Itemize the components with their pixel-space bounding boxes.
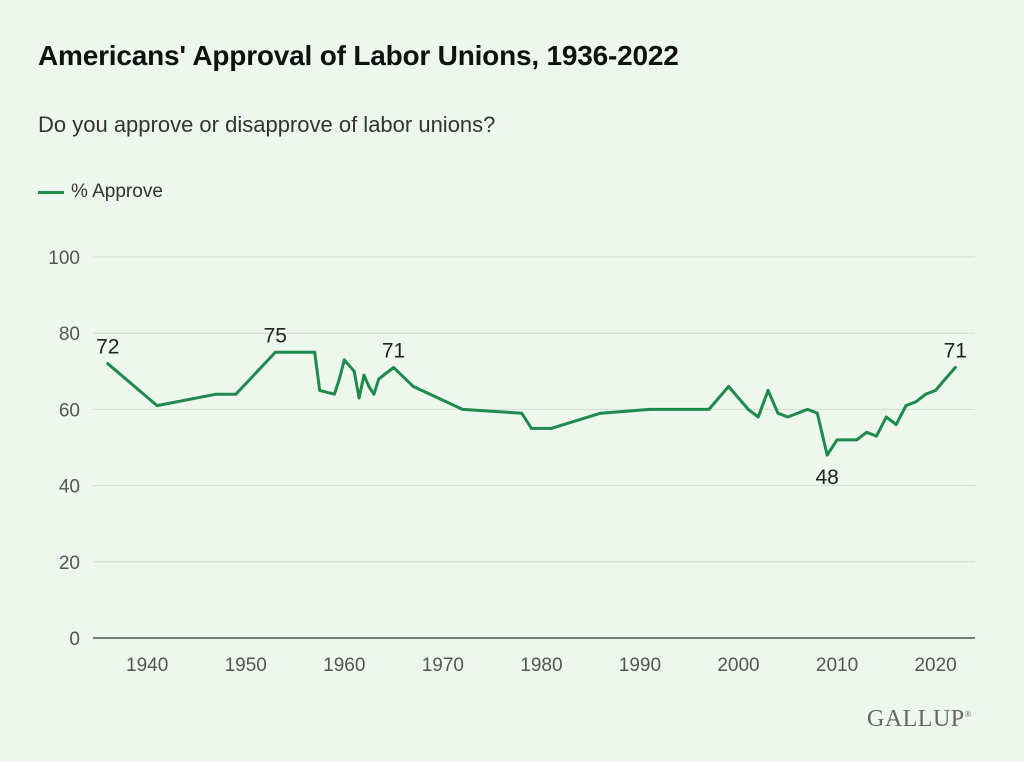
data-point-40 — [904, 404, 908, 407]
data-point-3 — [234, 392, 238, 396]
data-point-44 — [944, 377, 947, 381]
data-point-7 — [333, 392, 336, 396]
data-point-29 — [776, 411, 780, 415]
data-point-38 — [884, 415, 888, 419]
data-point-42 — [924, 392, 928, 396]
x-tick-label-2000: 2000 — [717, 655, 759, 676]
y-tick-label-0: 0 — [69, 629, 80, 650]
data-point-5 — [313, 350, 317, 354]
chart-title: Americans' Approval of Labor Unions, 193… — [38, 40, 679, 71]
data-point-8 — [337, 377, 341, 381]
data-point-18 — [461, 408, 464, 411]
y-tick-label-100: 100 — [48, 248, 80, 269]
x-tick-label-1980: 1980 — [520, 655, 562, 676]
x-tick-label-1960: 1960 — [323, 655, 365, 676]
data-label-2022: 71 — [944, 339, 967, 362]
data-point-19 — [520, 411, 524, 415]
data-point-13 — [367, 385, 371, 388]
series-line-approve — [106, 350, 957, 457]
y-tick-label-20: 20 — [59, 553, 80, 574]
data-point-37 — [875, 434, 878, 438]
x-tick-label-1940: 1940 — [126, 655, 168, 676]
legend-swatch — [38, 190, 64, 194]
data-point-27 — [756, 415, 760, 419]
x-tick-label-2020: 2020 — [914, 655, 956, 676]
data-point-32 — [815, 411, 819, 415]
data-point-15 — [377, 377, 381, 381]
x-tick-label-1970: 1970 — [422, 655, 464, 676]
axes: 0 20 40 60 80 100 1940 1950 1960 1970 1980 1990 2000… — [48, 248, 975, 676]
data-point-39 — [894, 423, 898, 427]
data-point-25 — [727, 385, 731, 388]
data-point-1 — [155, 404, 159, 407]
data-point-4 — [273, 350, 277, 354]
data-point-28 — [766, 388, 770, 392]
data-label-1936: 72 — [96, 336, 119, 359]
data-point-35 — [855, 438, 859, 442]
data-point-26 — [746, 408, 750, 411]
data-point-31 — [806, 408, 809, 411]
data-point-23 — [648, 408, 652, 411]
data-point-10 — [352, 369, 356, 373]
data-point-20 — [530, 427, 533, 430]
data-point-11 — [357, 396, 361, 400]
x-tick-label-2010: 2010 — [816, 655, 858, 676]
data-point-6 — [318, 388, 322, 392]
series-layer — [106, 350, 957, 457]
data-point-41 — [914, 400, 918, 404]
gallup-logo: GALLUP® — [867, 706, 972, 733]
data-point-30 — [786, 415, 790, 419]
data-point-17 — [411, 385, 415, 388]
data-point-2 — [214, 392, 218, 396]
data-point-45 — [953, 366, 957, 369]
registered-mark: ® — [964, 709, 972, 719]
data-point-36 — [865, 430, 868, 434]
x-tick-label-1950: 1950 — [225, 655, 267, 676]
y-tick-label-40: 40 — [59, 477, 80, 498]
y-tick-label-80: 80 — [59, 324, 80, 345]
data-point-12 — [362, 373, 366, 377]
data-point-16 — [392, 366, 395, 369]
data-point-34 — [835, 438, 839, 442]
data-point-24 — [707, 408, 711, 411]
logo-text: GALLUP — [866, 706, 965, 732]
y-tick-label-60: 60 — [59, 400, 80, 421]
data-point-22 — [599, 411, 602, 415]
legend-label: % Approve — [71, 181, 163, 202]
data-label-1965: 71 — [382, 339, 405, 362]
data-point-0 — [106, 362, 110, 366]
data-point-14 — [372, 392, 376, 396]
data-point-9 — [342, 358, 346, 362]
data-point-21 — [549, 427, 553, 430]
chart-legend: % Approve — [38, 181, 163, 203]
data-point-43 — [934, 388, 937, 392]
chart-subtitle: Do you approve or disapprove of labor un… — [38, 112, 496, 137]
gridlines — [93, 256, 975, 563]
data-label-2009: 48 — [815, 466, 838, 489]
x-tick-label-1990: 1990 — [619, 655, 661, 676]
data-label-1953: 75 — [264, 324, 287, 347]
data-labels: 72 75 71 48 71 — [96, 324, 967, 489]
data-point-33 — [825, 453, 829, 457]
